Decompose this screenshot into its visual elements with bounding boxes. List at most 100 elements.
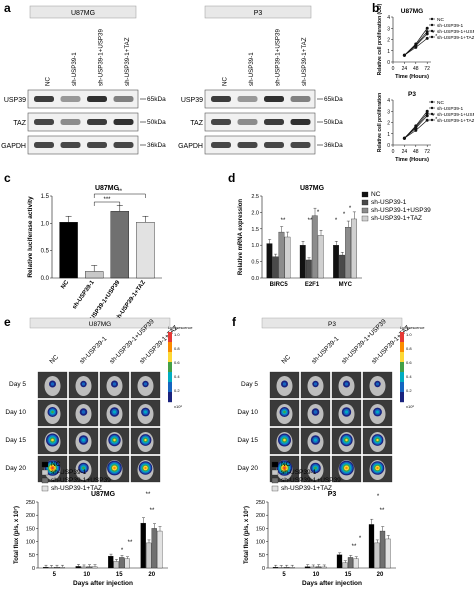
x-tick-label: BIRC5	[270, 282, 289, 288]
luminescence-signal	[376, 438, 379, 442]
bar	[113, 561, 119, 569]
legend-label: sh-USP39-1+TAZ	[51, 485, 102, 492]
panel-c-letter: c	[4, 171, 11, 185]
legend-label: sh-USP39-1	[51, 469, 87, 476]
data-point	[425, 112, 429, 115]
total-flux-chart-p3: P3 0 50 100 150 200 250 Total flux (p/s, x 10⁷)…	[244, 461, 396, 587]
lane-label: NC	[221, 77, 228, 86]
blot-band	[34, 119, 54, 125]
panel-a-letter: a	[4, 1, 11, 15]
bar	[92, 566, 98, 569]
x-tick-label: 72	[424, 149, 430, 155]
legend-marker	[430, 100, 434, 104]
luminescence-signal	[51, 466, 54, 470]
luminescence-signal	[313, 382, 318, 386]
lane-label: NC	[44, 77, 51, 86]
scale-bar-segment	[168, 382, 172, 393]
blot-band	[211, 96, 231, 102]
legend-swatch	[361, 207, 369, 214]
panel-e-letter: e	[4, 315, 11, 329]
bar	[146, 542, 152, 569]
luminescence-signal	[313, 438, 318, 442]
legend-marker	[430, 118, 434, 122]
panel-b-letter: b	[372, 1, 379, 15]
total-flux-chart-u87mg: U87MG 0 50 100 150 200 250 Total flux (p/s, x 1…	[14, 461, 168, 587]
scale-title: Luminescence	[400, 326, 424, 330]
y-tick-label: 0	[387, 60, 390, 66]
bar	[59, 222, 78, 279]
lane-label: sh-USP39-1	[71, 52, 78, 86]
day-label: Day 5	[9, 381, 26, 388]
day-label: Day 15	[5, 437, 26, 444]
x-axis-label: Days after injection	[73, 580, 133, 587]
luminescence-signal	[50, 382, 55, 386]
y-tick-label: 100	[26, 540, 35, 546]
lane-label: sh-USP39-1+TAZ	[301, 37, 308, 86]
bar	[278, 567, 284, 569]
bar	[84, 271, 104, 279]
blot-band	[113, 142, 134, 148]
bar	[272, 567, 279, 569]
y-tick-label: 1	[387, 49, 390, 55]
bar	[353, 558, 359, 569]
y-tick-label: 0.5	[251, 260, 259, 266]
y-tick-label: 2	[387, 38, 390, 44]
sig-marker: *	[121, 548, 124, 554]
y-axis-label: Total flux (p/s, x 10⁷)	[244, 506, 250, 564]
legend-label: NC	[51, 461, 61, 468]
luminescence-signal	[81, 382, 86, 386]
x-tick-label: E2F1	[305, 282, 320, 288]
blot-band	[87, 119, 107, 125]
blot-header: U87MG	[71, 10, 95, 17]
scale-tick-label: 0.2	[406, 388, 412, 393]
blot-row-label: GAPDH	[178, 143, 203, 150]
legend-label: sh-USP39-1+TAZ	[371, 215, 422, 222]
luminescence-signal	[345, 466, 348, 470]
scale-tick-label: 0.2	[174, 388, 180, 393]
blot-band	[237, 96, 258, 102]
x-tick-label: 24	[402, 149, 408, 155]
legend-label: sh-USP39-1+USP39	[51, 477, 111, 484]
scale-bar-segment	[400, 372, 404, 383]
blot-strip	[27, 89, 139, 109]
bar	[278, 231, 285, 279]
sig-marker: **	[352, 544, 357, 550]
legend-swatch	[41, 477, 49, 484]
western-blot-u87mg: U87MG NC sh-USP39-1 sh-USP39-1+USP39 sh-USP…	[1, 5, 166, 155]
x-tick-label: 0	[392, 149, 395, 155]
bar	[374, 542, 380, 569]
scale-tick-label: 0.4	[406, 374, 412, 379]
legend-marker	[430, 29, 434, 33]
scale-bar-segment	[400, 362, 404, 373]
data-point	[402, 53, 406, 57]
scale-tick-label: 0.6	[406, 360, 412, 365]
blot-band	[264, 142, 284, 148]
y-tick-label: 1	[387, 132, 390, 138]
luminescence-signal	[143, 382, 148, 386]
luminescence-signal	[375, 382, 380, 386]
y-tick-label: 3	[387, 26, 390, 32]
scale-bar-segment	[168, 372, 172, 383]
y-axis-label: Relative cell proliferation (OD)	[377, 3, 383, 75]
luminescence-signal	[112, 382, 117, 386]
sig-marker: **	[146, 492, 151, 498]
x-axis-label: Days after injection	[302, 580, 362, 587]
scale-unit: x10⁶	[174, 404, 182, 409]
blot-row-label: USP39	[181, 97, 203, 104]
blot-band	[290, 96, 311, 102]
blot-band	[34, 142, 54, 148]
luminescence-signal	[283, 466, 286, 470]
y-tick-label: 0	[262, 566, 265, 572]
legend-label: NC	[281, 461, 291, 468]
sig-marker: ***	[103, 197, 111, 203]
y-tick-label: 150	[26, 526, 35, 532]
luminescence-signal	[313, 410, 318, 414]
day-label: Day 10	[5, 409, 26, 416]
y-tick-label: 1.0	[251, 243, 259, 249]
bar	[379, 530, 386, 569]
day-label: Day 10	[237, 409, 258, 416]
bar	[108, 555, 114, 569]
blot-strip	[204, 135, 316, 155]
day-label: Day 5	[241, 381, 258, 388]
lane-label: sh-USP39-1+TAZ	[124, 37, 131, 86]
